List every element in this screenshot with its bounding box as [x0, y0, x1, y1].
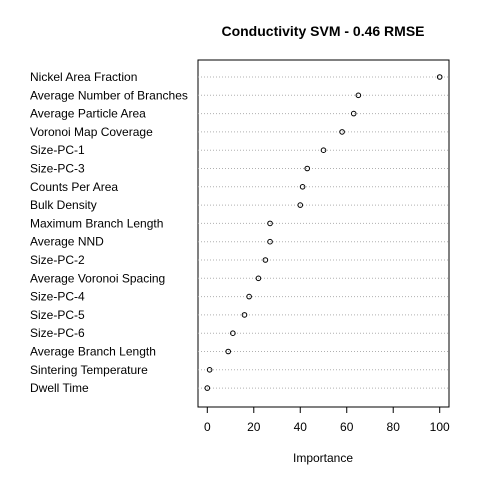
point-average-number-of-branches	[355, 92, 362, 99]
category-labels: Nickel Area Fraction Average Number of Br…	[30, 70, 188, 395]
point-size-pc-6	[230, 330, 236, 337]
point-sintering-temperature	[206, 367, 213, 373]
point-size-pc-4	[246, 293, 252, 300]
data-points	[204, 74, 443, 391]
category-label-size-pc-3: Size-PC-3	[30, 162, 85, 176]
category-label-average-number-of-branches: Average Number of Branches	[30, 88, 188, 102]
point-voronoi-map-coverage	[339, 129, 345, 135]
x-axis-title: Importance	[293, 451, 353, 465]
x-tick-label-20: 20	[247, 420, 261, 434]
category-label-sintering-temperature: Sintering Temperature	[30, 363, 148, 377]
x-tick-label-60: 60	[340, 420, 354, 434]
point-maximum-branch-length	[267, 220, 273, 227]
point-average-nnd	[267, 238, 273, 245]
point-average-particle-area	[350, 110, 357, 117]
x-tick-label-0: 0	[204, 420, 211, 434]
point-bulk-density	[297, 202, 304, 208]
point-average-voronoi-spacing	[255, 275, 262, 282]
point-counts-per-area	[299, 184, 306, 190]
category-label-counts-per-area: Counts Per Area	[30, 180, 118, 194]
category-label-dwell-time: Dwell Time	[30, 381, 89, 395]
point-nickel-area-fraction	[436, 74, 443, 80]
category-label-bulk-density: Bulk Density	[30, 198, 97, 212]
chart-title: Conductivity SVM - 0.46 RMSE	[221, 23, 424, 39]
point-size-pc-1	[320, 147, 327, 153]
category-label-voronoi-map-coverage: Voronoi Map Coverage	[30, 125, 153, 139]
category-label-size-pc-2: Size-PC-2	[30, 253, 85, 267]
category-label-average-nnd: Average NND	[30, 235, 104, 249]
category-label-size-pc-6: Size-PC-6	[30, 326, 85, 340]
x-axis: 0 20 40 60 80 100	[204, 406, 450, 434]
category-label-size-pc-5: Size-PC-5	[30, 308, 85, 322]
grid-lines	[198, 76, 449, 389]
point-size-pc-3	[304, 165, 311, 172]
x-tick-label-80: 80	[387, 420, 401, 434]
x-tick-label-100: 100	[430, 420, 450, 434]
point-dwell-time	[204, 385, 211, 391]
point-size-pc-2	[262, 257, 269, 263]
category-label-size-pc-4: Size-PC-4	[30, 290, 85, 304]
category-label-average-particle-area: Average Particle Area	[30, 107, 146, 121]
category-label-maximum-branch-length: Maximum Branch Length	[30, 216, 163, 230]
point-average-branch-length	[225, 348, 232, 355]
category-label-size-pc-1: Size-PC-1	[30, 143, 85, 157]
point-size-pc-5	[241, 312, 248, 318]
category-label-nickel-area-fraction: Nickel Area Fraction	[30, 70, 137, 84]
plot-frame	[197, 59, 450, 408]
category-label-average-voronoi-spacing: Average Voronoi Spacing	[30, 271, 165, 285]
category-label-average-branch-length: Average Branch Length	[30, 345, 156, 359]
x-tick-label-40: 40	[294, 420, 308, 434]
